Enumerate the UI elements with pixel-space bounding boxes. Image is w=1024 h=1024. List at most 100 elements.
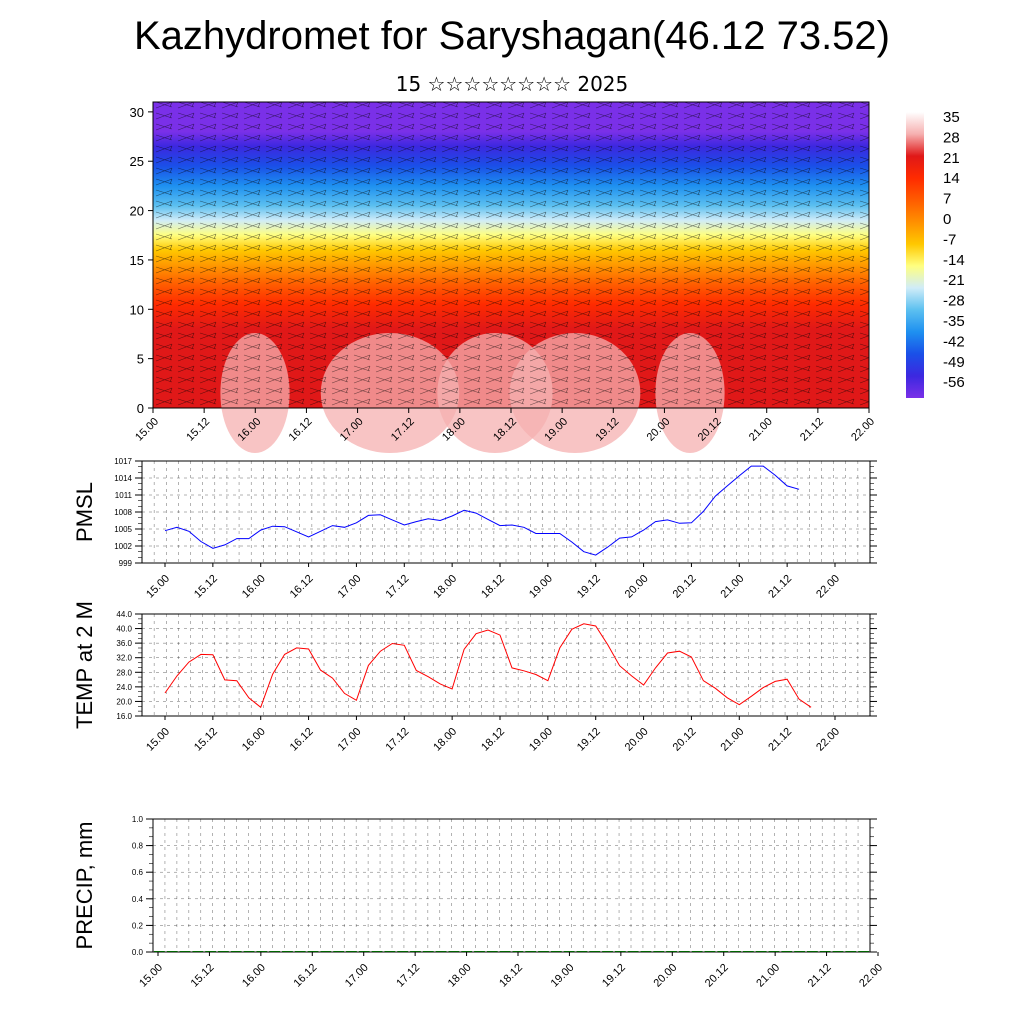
- chart-subtitle: 15 ☆☆☆☆☆☆☆☆ 2025: [395, 72, 629, 96]
- precip-bar: [269, 951, 281, 952]
- x-tick-label: 21.12: [766, 726, 794, 754]
- y-tick-label: 20.0: [116, 697, 132, 706]
- colorbar-label: 35: [943, 109, 960, 126]
- precip-bar: [538, 951, 549, 952]
- x-tick-label: 18.00: [431, 573, 459, 601]
- colorbar-label: -21: [943, 272, 965, 289]
- precip-bar: [525, 951, 537, 952]
- precip-bar: [755, 951, 767, 952]
- x-tick-label: 19.00: [527, 573, 555, 601]
- x-tick-label: 18.12: [479, 573, 507, 601]
- precip-bar: [576, 951, 588, 952]
- y-axis-label: PRECIP, mm: [72, 822, 97, 950]
- precip-bar: [819, 951, 831, 952]
- precip-bar: [742, 951, 754, 952]
- x-tick-label: 21.12: [798, 416, 826, 444]
- series-line: [164, 623, 812, 709]
- x-tick-label: 16.12: [288, 573, 316, 601]
- y-tick-label: 25: [130, 154, 144, 169]
- precip-bar: [666, 951, 677, 952]
- precip-bar: [781, 951, 793, 952]
- y-tick-label: 30: [130, 105, 144, 120]
- x-tick-label: 16.12: [287, 416, 315, 444]
- precip-bar: [704, 951, 716, 952]
- x-tick-label: 19.00: [527, 726, 555, 754]
- y-tick-label: 0.8: [132, 842, 144, 851]
- x-tick-label: 22.00: [814, 573, 842, 601]
- y-tick-label: 24.0: [116, 683, 132, 692]
- precip-bar: [371, 951, 383, 952]
- colorbar-gradient: [906, 112, 924, 398]
- colorbar-label: 21: [943, 150, 960, 167]
- x-tick-label: 15.12: [192, 573, 220, 601]
- precip-bar: [422, 951, 434, 952]
- colorbar-label: -14: [943, 252, 965, 269]
- x-tick-label: 20.00: [623, 573, 651, 601]
- precip-bar: [256, 951, 268, 952]
- y-tick-label: 1011: [115, 491, 133, 500]
- panel-frame: [141, 460, 871, 564]
- y-tick-label: 0.0: [132, 948, 144, 957]
- x-tick-label: 20.12: [671, 726, 699, 754]
- precip-bar: [397, 951, 409, 952]
- precip-bar: [653, 951, 665, 952]
- precip-bar: [435, 951, 447, 952]
- y-tick-label: 0: [137, 401, 144, 416]
- y-tick-label: 0.6: [132, 868, 144, 877]
- x-tick-label: 15.12: [184, 416, 212, 444]
- x-tick-label: 17.12: [383, 573, 411, 601]
- colorbar-label: -56: [943, 374, 965, 391]
- precip-bar: [794, 951, 805, 952]
- precip-bar: [218, 951, 229, 952]
- precip-bar: [384, 951, 396, 952]
- y-tick-label: 999: [119, 559, 133, 568]
- y-tick-label: 44.0: [116, 610, 132, 619]
- x-tick-label: 20.00: [651, 962, 679, 990]
- y-tick-label: 1014: [114, 474, 132, 483]
- x-tick-label: 22.00: [849, 416, 877, 444]
- colorbar-label: 14: [943, 170, 960, 187]
- precip-bar: [154, 951, 165, 952]
- y-tick-label: 0.4: [132, 895, 144, 904]
- y-tick-label: 32.0: [116, 654, 132, 663]
- x-tick-label: 18.00: [446, 962, 474, 990]
- precip-bar: [333, 951, 345, 952]
- x-tick-label: 16.00: [240, 726, 268, 754]
- y-tick-label: 16.0: [116, 712, 132, 721]
- x-tick-label: 19.00: [549, 962, 577, 990]
- x-tick-label: 21.00: [747, 416, 775, 444]
- pmsl-panel: 999 1002 1005 1008 1011 1014 1017 15.00 15.12 16.…: [72, 457, 877, 601]
- precip-bar: [320, 951, 332, 952]
- x-tick-label: 22.00: [857, 962, 885, 990]
- x-tick-label: 16.00: [240, 962, 268, 990]
- x-tick-label: 19.12: [600, 962, 628, 990]
- x-tick-label: 16.12: [288, 726, 316, 754]
- precip-bar: [640, 951, 652, 952]
- colorbar-label: -7: [943, 231, 956, 248]
- precip-bar: [486, 951, 498, 952]
- x-tick-label: 21.00: [718, 573, 746, 601]
- y-tick-label: 1002: [114, 542, 132, 551]
- x-tick-label: 18.12: [479, 726, 507, 754]
- y-tick-label: 5: [137, 352, 144, 367]
- y-tick-label: 1005: [114, 525, 132, 534]
- chart-title: Kazhydromet for Saryshagan(46.12 73.52): [134, 14, 890, 58]
- x-tick-label: 21.00: [718, 726, 746, 754]
- y-axis-label: TEMP at 2 M: [72, 601, 97, 729]
- x-tick-label: 15.00: [144, 573, 172, 601]
- x-tick-label: 15.00: [144, 726, 172, 754]
- y-tick-label: 1008: [114, 508, 132, 517]
- colorbar-label: -35: [943, 313, 965, 330]
- x-tick-label: 17.12: [394, 962, 422, 990]
- x-tick-label: 17.12: [383, 726, 411, 754]
- panel-frame: [152, 818, 871, 953]
- precip-bar: [474, 951, 485, 952]
- precip-bar: [858, 951, 869, 952]
- precip-bar: [179, 951, 191, 952]
- y-tick-label: 1.0: [132, 815, 144, 824]
- colorbar-label: 0: [943, 211, 951, 228]
- colorbar-label: -49: [943, 354, 965, 371]
- precip-bar: [717, 951, 729, 952]
- y-tick-label: 10: [130, 302, 144, 317]
